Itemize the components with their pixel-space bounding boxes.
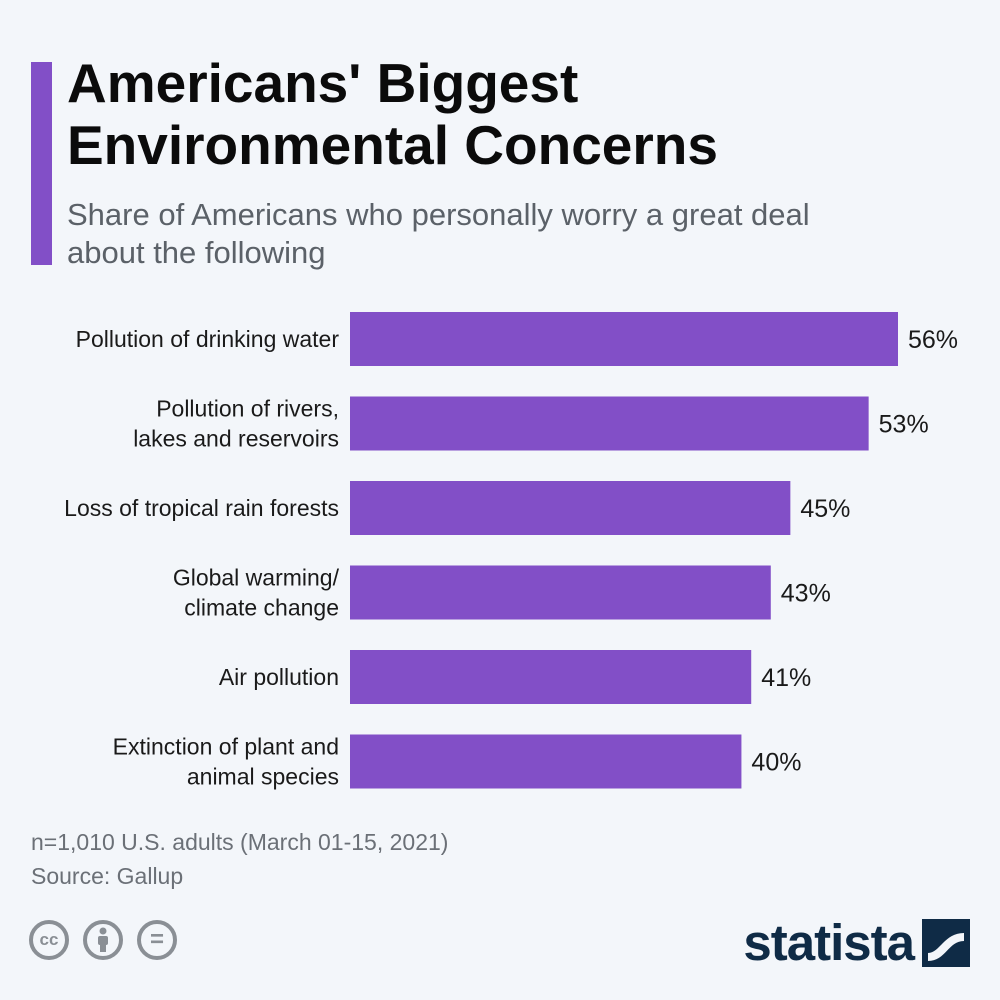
bar — [350, 312, 898, 366]
creative-commons-icon: cc — [29, 920, 69, 960]
category-label: Pollution of rivers, lakes and reservoirs — [133, 396, 339, 452]
chart-subtitle: Share of Americans who personally worry … — [67, 197, 810, 270]
sample-note: n=1,010 U.S. adults (March 01-15, 2021) — [31, 829, 449, 855]
category-label: Air pollution — [219, 664, 339, 690]
footnote: n=1,010 U.S. adults (March 01-15, 2021) … — [31, 825, 448, 893]
no-derivatives-icon: = — [137, 920, 177, 960]
statista-logo: statista — [743, 915, 970, 971]
bar-chart: 56% Pollution of drinking water 53% Polluti… — [64, 312, 958, 790]
license-icons: cc = — [29, 920, 177, 960]
attribution-icon — [83, 920, 123, 960]
value-label: 41% — [761, 664, 811, 692]
statista-mark-icon — [922, 919, 970, 967]
category-label: Extinction of plant and animal species — [113, 734, 339, 790]
category-label: Pollution of drinking water — [76, 326, 340, 352]
bar — [350, 396, 869, 451]
category-label: Global warming/climate change — [173, 565, 340, 621]
value-label: 56% — [908, 326, 958, 354]
category-label: Loss of tropical rain forests — [64, 495, 339, 521]
bar — [350, 734, 742, 789]
bar — [350, 481, 791, 535]
value-label: 43% — [781, 580, 831, 608]
bar — [350, 565, 771, 620]
chart-title: Americans' Biggest Environmental Concern… — [67, 52, 718, 176]
value-label: 45% — [800, 495, 850, 523]
bar — [350, 650, 752, 704]
value-label: 53% — [879, 411, 929, 439]
source-note: Source: Gallup — [31, 863, 184, 889]
brand-wordmark: statista — [743, 914, 915, 971]
title-accent-bar — [31, 62, 52, 265]
value-label: 40% — [751, 749, 801, 777]
